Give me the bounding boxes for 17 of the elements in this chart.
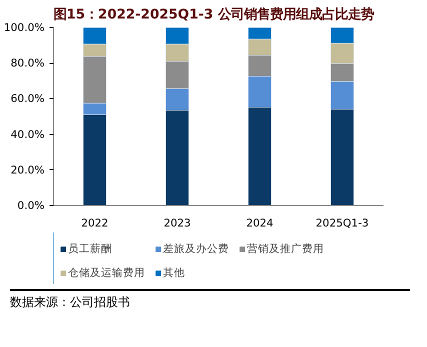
legend-label: 其他 (163, 266, 185, 280)
chart-title: 图15：2022-2025Q1-3 公司销售费用组成占比走势 (54, 6, 374, 22)
source-note: 数据来源：公司招股书 (10, 294, 130, 311)
y-tick-label: 80.0% (10, 56, 45, 70)
y-tick-label: 60.0% (10, 92, 45, 106)
x-tick-label: 2025Q1-3 (316, 216, 369, 230)
x-tick-label: 2023 (164, 216, 191, 230)
legend-label: 差旅及办公费 (163, 242, 229, 256)
legend-label: 营销及推广费用 (247, 242, 324, 256)
x-tick-label: 2022 (81, 216, 108, 230)
legend-label: 员工薪酬 (68, 242, 112, 256)
y-tick-label: 20.0% (10, 163, 45, 176)
y-tick-label: 100.0% (4, 21, 45, 34)
y-tick-label: 40.0% (10, 128, 45, 141)
y-tick-label: 0.0% (17, 199, 45, 212)
x-tick-label: 2024 (246, 216, 274, 230)
legend-label: 仓储及运输费用 (68, 266, 145, 280)
